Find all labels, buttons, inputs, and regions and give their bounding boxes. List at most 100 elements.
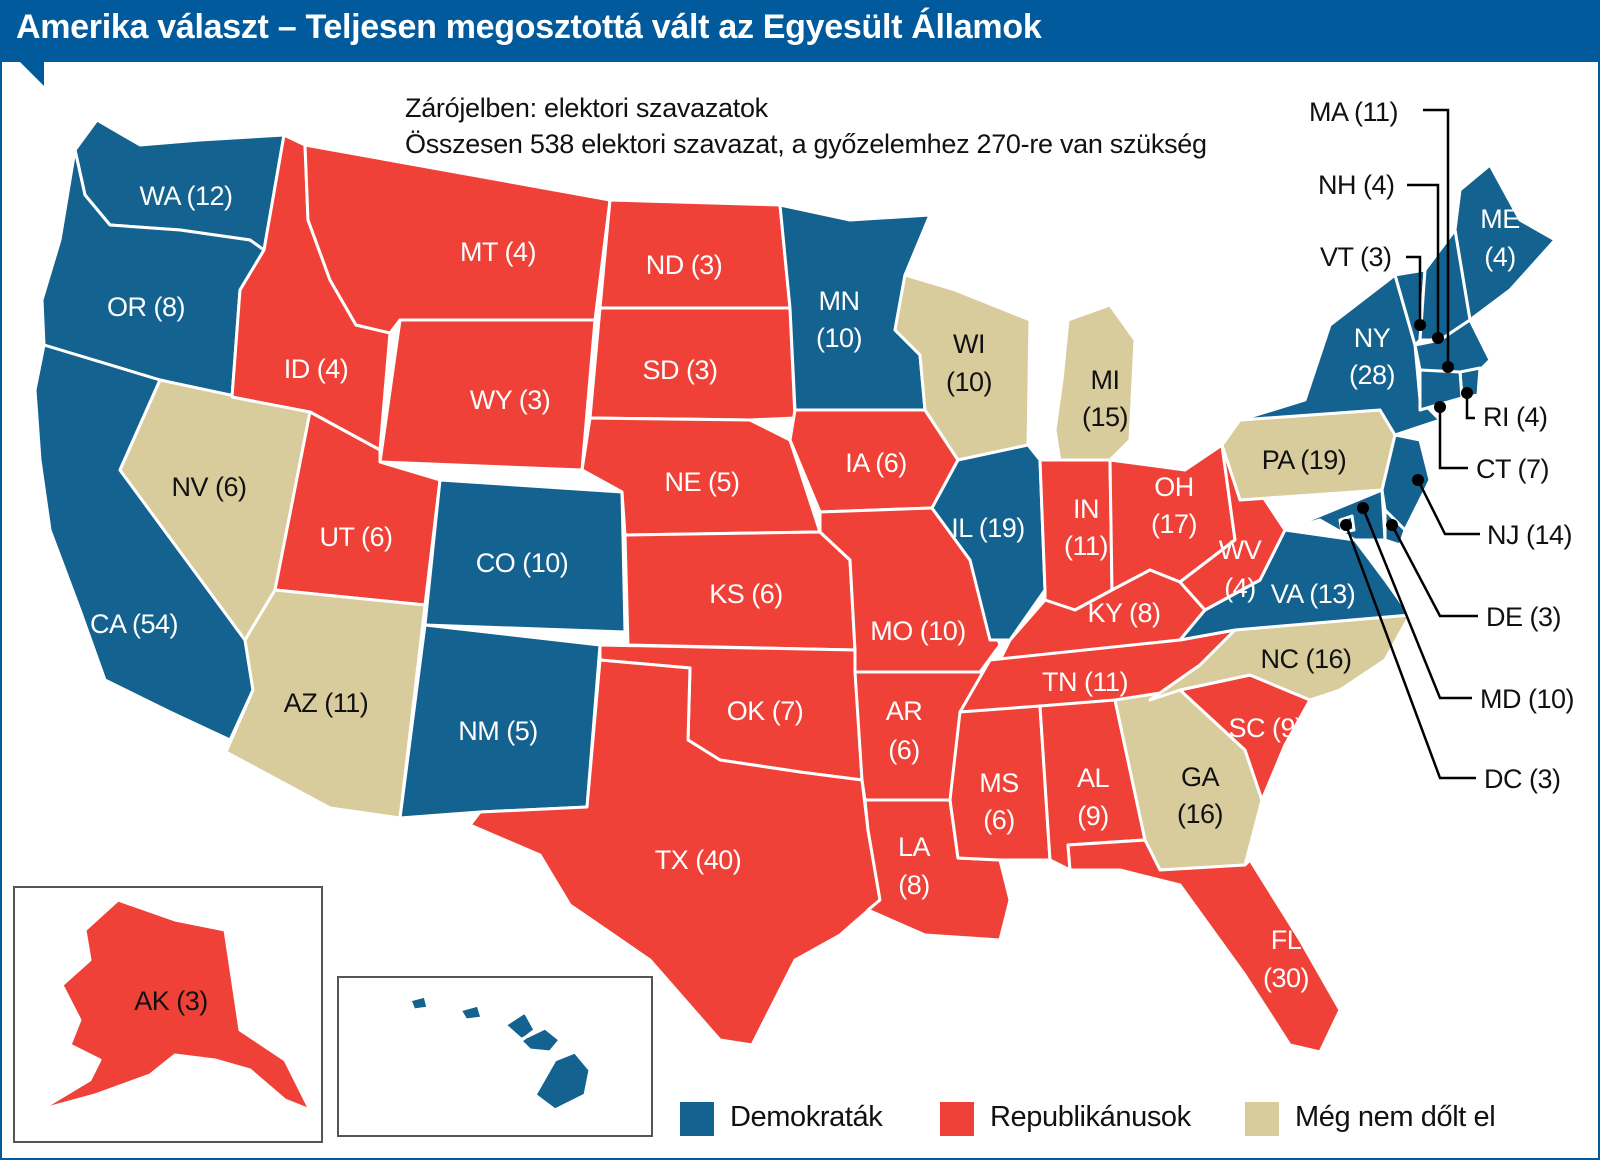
note-electoral-votes: Zárójelben: elektori szavazatok [405, 93, 768, 123]
state-label-tx: TX (40) [655, 845, 742, 875]
callout-line-de [1390, 524, 1478, 618]
state-ny[interactable] [1238, 273, 1442, 437]
state-label-fl: FL [1271, 925, 1302, 955]
state-ak[interactable] [38, 898, 312, 1112]
state-fl[interactable] [1066, 838, 1342, 1054]
callout-line-dc [1344, 524, 1476, 780]
state-label-mn: (10) [816, 323, 862, 353]
state-label-ok: OK (7) [727, 696, 804, 726]
state-sd[interactable] [588, 306, 797, 422]
callout-line-nj [1416, 479, 1480, 536]
page-title: Amerika választ – Teljesen megosztottá v… [16, 8, 1042, 46]
state-label-ia: IA (6) [845, 448, 907, 478]
state-label-la: LA [898, 832, 931, 862]
state-label-tn: TN (11) [1042, 667, 1128, 697]
state-label-az: AZ (11) [284, 688, 369, 718]
state-md[interactable] [1283, 488, 1387, 542]
state-wv[interactable] [1178, 443, 1287, 612]
state-label-or: OR (8) [107, 292, 185, 322]
state-label-il: IL (19) [951, 513, 1025, 543]
state-label-me: ME [1480, 204, 1520, 234]
callout-label-ct: CT (7) [1476, 454, 1549, 484]
callout-label-nj: NJ (14) [1487, 520, 1572, 550]
title-tab-decoration [18, 60, 44, 86]
state-label-nv: NV (6) [171, 472, 246, 502]
callout-line-ri [1465, 393, 1475, 420]
callout-dot-ct [1434, 401, 1446, 413]
state-label-mi: (15) [1082, 402, 1128, 432]
state-label-ny: (28) [1349, 360, 1395, 390]
state-label-ks: KS (6) [709, 579, 783, 609]
callout-dot-dc [1340, 519, 1352, 531]
state-label-ky: KY (8) [1087, 598, 1160, 628]
state-label-fl: (30) [1263, 963, 1309, 993]
state-label-nc: NC (16) [1260, 644, 1351, 674]
state-labels: WA (12) OR (8) CA (54) NV (6) ID (4) MT (4) WY… [90, 181, 1520, 1107]
state-co[interactable] [423, 478, 627, 634]
callout-dot-vt [1414, 319, 1426, 331]
state-label-va: VA (13) [1271, 579, 1356, 609]
state-label-ny: NY [1354, 323, 1391, 353]
state-label-ms: (6) [983, 805, 1015, 835]
callout-dot-de [1386, 519, 1398, 531]
state-label-ar: AR [886, 696, 923, 726]
callout-label-de: DE (3) [1486, 602, 1561, 632]
hawaii-inset-box [337, 976, 653, 1137]
state-label-hi: HI (4) [456, 1077, 521, 1107]
callout-label-ri: RI (4) [1483, 402, 1548, 432]
state-label-mo: MO (10) [870, 616, 966, 646]
states [33, 118, 1557, 1112]
callout-dot-ma [1442, 361, 1454, 373]
state-label-ms: MS [979, 768, 1019, 798]
callout-dot-ri [1461, 387, 1473, 399]
state-mt[interactable] [303, 143, 612, 335]
callout-line-ma [1423, 108, 1450, 367]
state-label-wi: (10) [946, 367, 992, 397]
legend-label: Még nem dőlt el [1295, 1101, 1496, 1133]
map-notes: Zárójelben: elektori szavazatok Összesen… [405, 90, 1207, 162]
legend-swatch [680, 1102, 714, 1136]
callout-label-vt: VT (3) [1320, 242, 1392, 272]
state-label-me: (4) [1484, 242, 1516, 272]
legend-label: Demokraták [730, 1101, 883, 1133]
state-label-nm: NM (5) [458, 716, 538, 746]
callout-dot-nh [1432, 332, 1444, 344]
state-tx[interactable] [468, 658, 882, 1047]
state-label-pa: PA (19) [1262, 445, 1347, 475]
state-nc[interactable] [1148, 613, 1412, 702]
callout-dot-nj [1412, 474, 1424, 486]
state-label-id: ID (4) [284, 354, 349, 384]
state-label-ga: (16) [1177, 799, 1223, 829]
callout-dot-md [1357, 502, 1369, 514]
callout-label-md: MD (10) [1480, 684, 1574, 714]
state-label-nd: ND (3) [646, 250, 723, 280]
state-label-in: (11) [1064, 531, 1108, 561]
callout-line-nh [1407, 183, 1440, 338]
legend-swatch [940, 1102, 974, 1136]
state-label-ut: UT (6) [319, 522, 392, 552]
state-label-co: CO (10) [476, 548, 569, 578]
state-label-wa: WA (12) [139, 181, 232, 211]
state-label-oh: OH [1154, 472, 1194, 502]
title-bar: Amerika választ – Teljesen megosztottá v… [0, 0, 1600, 62]
state-label-oh: (17) [1151, 509, 1197, 539]
map-frame [0, 62, 1600, 1160]
state-label-al: AL [1077, 763, 1110, 793]
state-label-ar: (6) [888, 735, 920, 765]
state-label-la: (8) [898, 870, 930, 900]
state-label-mt: MT (4) [460, 237, 536, 267]
state-label-mn: MN [819, 286, 860, 316]
state-label-sc: SC (9) [1228, 713, 1303, 743]
state-label-al: (9) [1077, 801, 1109, 831]
state-hi[interactable] [408, 994, 592, 1112]
legend-label: Republikánusok [990, 1101, 1191, 1133]
state-label-wv: (4) [1224, 573, 1256, 603]
state-label-ak: AK (3) [134, 986, 208, 1016]
callout-label-dc: DC (3) [1484, 764, 1561, 794]
state-label-wy: WY (3) [470, 385, 551, 415]
callout-line-ct [1438, 407, 1468, 470]
state-label-ca: CA (54) [90, 609, 178, 639]
state-label-ga: GA [1181, 762, 1220, 792]
callout-line-vt [1406, 255, 1422, 325]
state-az[interactable] [224, 588, 427, 820]
